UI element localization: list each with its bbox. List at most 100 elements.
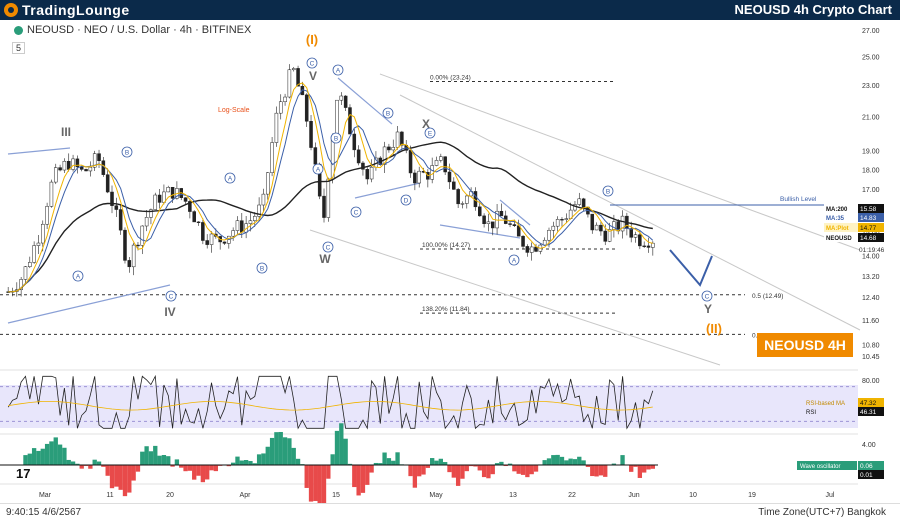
candle: [115, 198, 118, 217]
osc-bar: [629, 465, 633, 472]
osc-bar: [646, 465, 650, 469]
candle: [193, 210, 196, 222]
candle: [439, 154, 442, 163]
osc-bar: [452, 465, 456, 478]
osc-bar: [93, 460, 97, 466]
candle: [279, 94, 282, 119]
candle-body: [595, 225, 598, 230]
candle: [297, 66, 300, 87]
osc-bar: [58, 445, 62, 466]
price-chart[interactable]: 0.00% (23.24)100.00% (14.27)138.20% (11.…: [0, 20, 900, 503]
candle-body: [132, 245, 135, 267]
osc-bar: [638, 465, 642, 478]
candle: [552, 222, 555, 238]
candle: [275, 107, 278, 147]
candle-body: [154, 195, 157, 210]
osc-bar: [573, 459, 577, 465]
candle-body: [249, 221, 252, 224]
brand-logo-icon: [4, 3, 18, 17]
osc-bar: [335, 431, 339, 465]
wave-label-major: (II): [706, 321, 722, 336]
candle: [578, 193, 581, 206]
osc-bar: [534, 465, 538, 472]
candle-body: [28, 262, 31, 266]
candle-body: [59, 168, 62, 170]
osc-bar: [530, 465, 534, 474]
osc-bar: [235, 457, 239, 466]
candle: [322, 189, 325, 223]
candle: [206, 234, 209, 248]
candle: [457, 188, 460, 208]
time-tick-label: Apr: [240, 492, 252, 499]
candle-body: [392, 147, 395, 150]
osc-bar: [551, 455, 555, 465]
candle: [595, 222, 598, 230]
osc-bar: [209, 465, 213, 470]
indicator-count[interactable]: 5: [12, 42, 25, 54]
clock: 9:40:15 4/6/2567: [6, 507, 81, 518]
osc-bar: [430, 458, 434, 465]
osc-bar: [465, 465, 469, 471]
osc-bar: [36, 451, 40, 465]
time-tick-label: 19: [748, 492, 756, 499]
wave-circle-text: B: [125, 150, 129, 157]
osc-bar: [356, 465, 360, 495]
candle: [119, 204, 122, 235]
osc-bar: [460, 465, 464, 479]
header-bar: TradingLounge NEOUSD 4h Crypto Chart: [0, 0, 900, 20]
osc-bar: [343, 439, 347, 466]
wave-label-circle: A: [509, 255, 519, 265]
candle-body: [556, 219, 559, 226]
candle: [461, 201, 464, 208]
osc-bar: [352, 465, 356, 487]
osc-bar: [144, 446, 148, 465]
wave-label-circle: B: [603, 186, 613, 196]
time-tick-label: 10: [689, 492, 697, 499]
rsi-value: 46.31: [860, 409, 877, 416]
candle: [292, 67, 295, 72]
candle-body: [513, 225, 516, 226]
candle: [396, 126, 399, 150]
candle-body: [89, 167, 92, 171]
candle: [288, 64, 291, 98]
time-tick-label: 15: [332, 492, 340, 499]
osc-bar: [482, 465, 486, 477]
osc-value: 0.01: [860, 472, 873, 479]
candle-body: [465, 196, 468, 203]
price-tick-label: 23.00: [862, 83, 880, 90]
osc-bar: [131, 465, 135, 481]
osc-bar: [599, 465, 603, 475]
chart-title: NEOUSD 4h Crypto Chart: [735, 2, 892, 17]
wave-circle-text: C: [169, 294, 174, 301]
candle: [154, 193, 157, 210]
osc-bar: [387, 458, 391, 465]
candle: [158, 189, 161, 208]
candle: [344, 95, 347, 111]
candle: [59, 165, 62, 172]
series-value-tag: 14.83: [860, 215, 877, 222]
candle-body: [253, 216, 256, 220]
candle-body: [314, 148, 317, 165]
candle: [245, 216, 248, 238]
osc-bar: [408, 465, 412, 476]
countdown: 01:19:46: [859, 247, 885, 254]
price-tick-label: 11.60: [862, 318, 879, 325]
wave-circle-text: C: [705, 294, 710, 301]
candle: [517, 220, 520, 237]
candle: [560, 217, 563, 226]
series-name-tag: NEOUSD: [826, 236, 852, 242]
rsi-tick-label: 80.00: [862, 378, 880, 385]
candle-body: [599, 225, 602, 231]
timezone[interactable]: Time Zone(UTC+7) Bangkok: [758, 507, 886, 518]
candle-body: [50, 182, 53, 206]
osc-bar: [49, 441, 53, 465]
osc-bar: [642, 465, 646, 473]
candle: [110, 186, 113, 214]
wave-circle-text: B: [260, 266, 264, 273]
candle: [483, 213, 486, 227]
series-value-tag: 14.77: [860, 225, 877, 232]
wave-label-circle: C: [702, 291, 712, 301]
osc-bar: [140, 452, 144, 466]
osc-bar: [568, 459, 572, 466]
candle-body: [41, 224, 44, 243]
